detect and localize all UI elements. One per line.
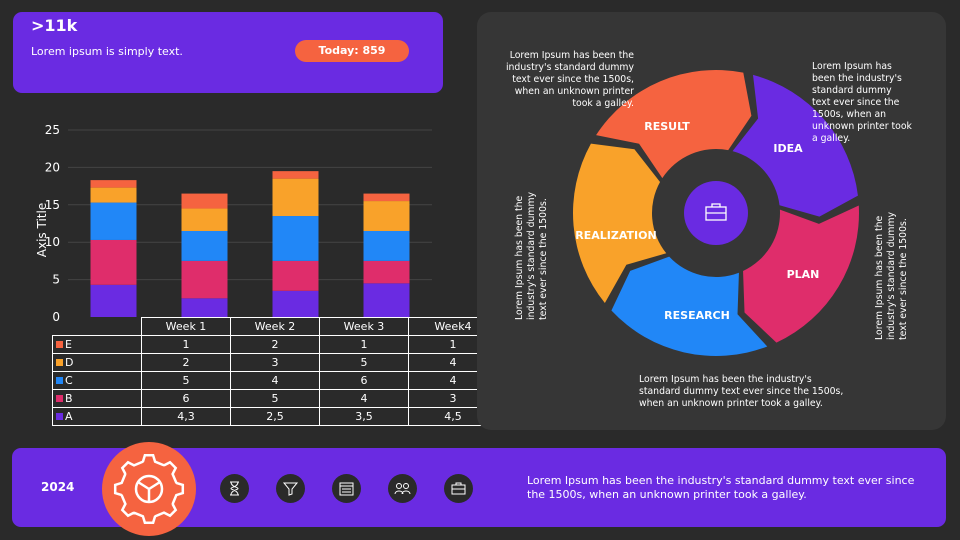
bar-segment-C [90, 202, 137, 240]
legend-swatch [56, 359, 63, 366]
note-left: Lorem Ipsum has been the industry's stan… [514, 191, 549, 320]
data-label: 1 [319, 335, 409, 354]
category-label: Week 1 [141, 317, 231, 336]
hourglass-icon [220, 474, 249, 503]
bar-segment-B [272, 260, 319, 291]
summary-value: >11k [31, 16, 78, 35]
data-label: 3 [230, 353, 320, 372]
data-label: 5 [230, 389, 320, 408]
category-label: Week 2 [230, 317, 320, 336]
y-tick-label: 10 [45, 235, 60, 249]
y-tick-label: 5 [52, 273, 60, 287]
today-badge: Today: 859 [295, 40, 409, 62]
bar-segment-A [363, 283, 410, 317]
briefcase-icon [705, 203, 727, 221]
bar-segment-A [181, 298, 228, 317]
data-label: 1 [141, 335, 231, 354]
data-label: 2 [141, 353, 231, 372]
cycle-diagram: IDEA PLAN RESEARCH REALIZATION RESULT [573, 70, 859, 356]
bar-segment-B [90, 239, 137, 285]
bar-segment-E [363, 193, 410, 202]
legend-swatch [56, 395, 63, 402]
cycle-label: REALIZATION [575, 229, 656, 242]
cycle-segment-result [596, 70, 752, 179]
bar-segment-C [272, 216, 319, 261]
bar-segment-C [181, 230, 228, 261]
series-name: A [65, 410, 73, 423]
cycle-label: PLAN [787, 268, 820, 281]
cycle-segment-plan [743, 205, 859, 343]
data-label: 4,3 [141, 407, 231, 426]
y-tick-label: 20 [45, 160, 60, 174]
data-label: 5 [319, 353, 409, 372]
y-tick-label: 15 [45, 198, 60, 212]
bar-segment-B [363, 260, 410, 284]
cycle-segment-research [611, 256, 768, 356]
summary-subtitle: Lorem ipsum is simply text. [31, 45, 183, 58]
bar-segment-E [272, 171, 319, 179]
note-bottom: Lorem Ipsum has been the industry's stan… [639, 374, 844, 409]
legend-swatch [56, 341, 63, 348]
series-name: E [65, 338, 72, 351]
data-label: 4 [230, 371, 320, 390]
cycle-segment-idea [732, 74, 858, 217]
bar-segment-C [363, 230, 410, 261]
bar-segment-D [181, 208, 228, 231]
bar-segment-D [272, 178, 319, 217]
chart-data-table: Week 1 Week 2 Week 3 Week4 E 1 2 1 1 D 2 3 5 4 C 5 4 6 4 B 6… [52, 317, 498, 426]
table-row: A 4,3 2,5 3,5 4,5 [52, 407, 498, 426]
y-tick-label: 0 [52, 310, 60, 324]
data-label: 6 [141, 389, 231, 408]
bar-segment-A [90, 284, 137, 317]
legend-swatch [56, 413, 63, 420]
note-top-right: Lorem Ipsum has been the industry's stan… [812, 61, 912, 144]
note-right: Lorem Ipsum has been the industry's stan… [874, 211, 909, 340]
cycle-label: RESEARCH [664, 309, 730, 322]
bar-segment-B [181, 260, 228, 299]
series-name: C [65, 374, 73, 387]
briefcase-icon [444, 474, 473, 503]
data-label: 4 [319, 389, 409, 408]
bar-segment-D [90, 187, 137, 203]
data-label: 3,5 [319, 407, 409, 426]
bar-segment-A [272, 290, 319, 317]
series-name: B [65, 392, 73, 405]
data-label: 2 [230, 335, 320, 354]
bar-segment-D [363, 201, 410, 231]
data-label: 6 [319, 371, 409, 390]
data-label: 2,5 [230, 407, 320, 426]
gear-steering-icon [102, 442, 196, 536]
calendar-icon [332, 474, 361, 503]
data-label: 5 [141, 371, 231, 390]
cycle-label: IDEA [773, 142, 803, 155]
bar-segment-E [181, 193, 228, 209]
y-axis-title: Axis Title [35, 202, 49, 258]
team-icon [388, 474, 417, 503]
footer-text: Lorem Ipsum has been the industry's stan… [527, 474, 915, 501]
funnel-icon [276, 474, 305, 503]
cycle-segment-realization [573, 143, 667, 303]
cycle-label: RESULT [644, 120, 690, 133]
note-top-left: Lorem Ipsum has been the industry's stan… [505, 50, 634, 109]
bar-segment-E [90, 180, 137, 188]
category-label: Week 3 [319, 317, 409, 336]
stacked-bar-chart: 0 5 10 15 20 25 [45, 123, 432, 324]
series-name: D [65, 356, 74, 369]
footer-year: 2024 [41, 480, 75, 494]
y-tick-label: 25 [45, 123, 60, 137]
legend-swatch [56, 377, 63, 384]
